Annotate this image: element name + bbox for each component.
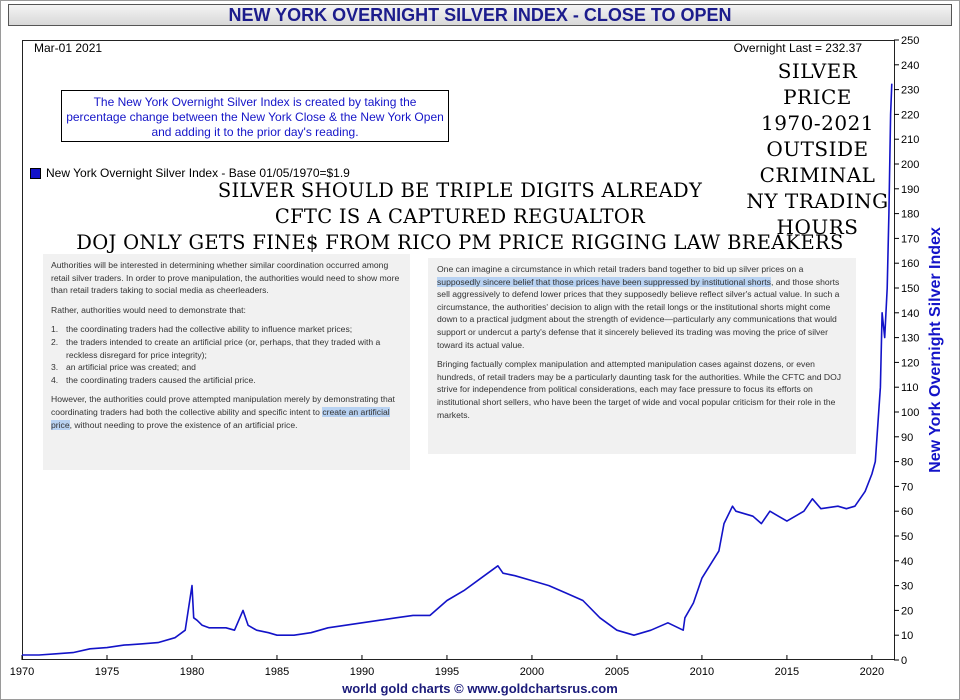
- doc-paragraph: Rather, authorities would need to demons…: [51, 304, 246, 315]
- footer-credit: world gold charts © www.goldchartsrus.co…: [342, 681, 618, 696]
- doc-text: However, the authorities could prove att…: [51, 394, 395, 417]
- document-excerpt-right: One can imagine a circumstance in which …: [428, 258, 856, 454]
- doc-paragraph: Authorities will be interested in determ…: [51, 260, 400, 296]
- annotation-right-line: SILVER PRICE: [777, 59, 858, 109]
- doc-list-text: an artificial price was created; and: [66, 362, 196, 373]
- doc-list-item: 1. the coordinating traders had the colle…: [51, 323, 402, 336]
- annotation-right: SILVER PRICE 1970-2021 OUTSIDE CRIMINAL …: [740, 58, 895, 240]
- doc-paragraph: One can imagine a circumstance in which …: [437, 263, 847, 351]
- annotation-right-line: OUTSIDE: [766, 137, 869, 161]
- legend-swatch: [30, 167, 41, 179]
- legend-label: New York Overnight Silver Index - Base 0…: [46, 166, 350, 180]
- document-excerpt-left: Authorities will be interested in determ…: [43, 254, 410, 470]
- doc-list-item: 2. the traders intended to create an arti…: [51, 336, 402, 361]
- annotation-center-line: DOJ ONLY GETS FINE$ FROM RICO PM PRICE R…: [76, 231, 844, 254]
- doc-list-item: 4. the coordinating traders caused the ar…: [51, 374, 402, 387]
- doc-list-text: the coordinating traders had the collect…: [66, 324, 353, 335]
- doc-highlight: supposedly sincere belief that those pri…: [437, 276, 771, 287]
- legend: New York Overnight Silver Index - Base 0…: [30, 166, 350, 180]
- annotation-center: SILVER SHOULD BE TRIPLE DIGITS ALREADY C…: [60, 178, 860, 256]
- annotation-right-line: 1970-2021: [760, 111, 875, 135]
- annotation-right-line: NY TRADING: [746, 189, 889, 213]
- doc-list-text: the coordinating traders caused the arti…: [66, 374, 256, 385]
- chart-title: NEW YORK OVERNIGHT SILVER INDEX - CLOSE …: [8, 4, 952, 26]
- doc-list-number: 2.: [51, 336, 59, 347]
- last-value-label: Overnight Last = 232.37: [733, 41, 862, 55]
- doc-paragraph: However, the authorities could prove att…: [51, 393, 402, 431]
- annotation-center-line: CFTC IS A CAPTURED REGUALTOR: [274, 205, 646, 228]
- doc-list-item: 3. an artificial price was created; and: [51, 361, 402, 374]
- y-axis-title: New York Overnight Silver Index: [927, 227, 944, 473]
- doc-list-number: 1.: [51, 324, 59, 335]
- chart-date: Mar-01 2021: [34, 41, 103, 55]
- annotation-right-line: HOURS: [776, 215, 859, 239]
- doc-list-number: 4.: [51, 374, 59, 385]
- doc-text: One can imagine a circumstance in which …: [437, 264, 804, 274]
- doc-text: , without needing to prove the existence…: [69, 419, 298, 430]
- doc-paragraph: Bringing factually complex manipulation …: [437, 359, 842, 420]
- doc-text: , and those shorts sell aggressively to …: [437, 276, 840, 350]
- annotation-center-line: SILVER SHOULD BE TRIPLE DIGITS ALREADY: [217, 179, 703, 202]
- doc-list-text: the traders intended to create an artifi…: [66, 336, 381, 360]
- doc-list: 1. the coordinating traders had the colle…: [51, 323, 402, 386]
- annotation-right-line: CRIMINAL: [759, 163, 876, 187]
- description-box: The New York Overnight Silver Index is c…: [61, 90, 449, 142]
- doc-list-number: 3.: [51, 362, 59, 373]
